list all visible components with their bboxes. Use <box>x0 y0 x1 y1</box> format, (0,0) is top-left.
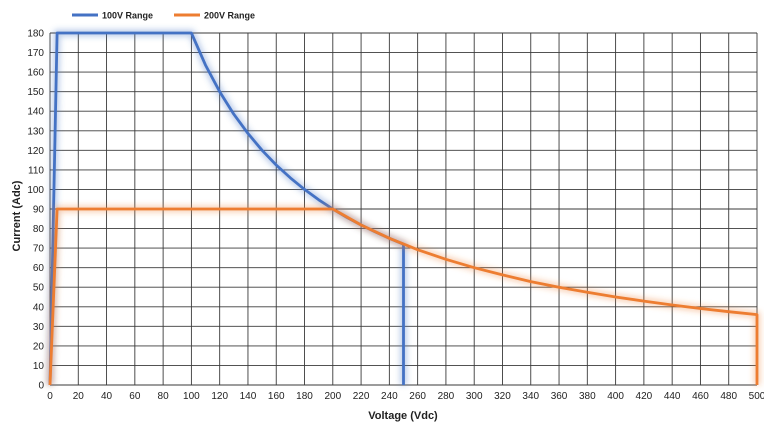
y-tick-label: 90 <box>33 205 45 216</box>
x-tick-label: 20 <box>73 391 85 402</box>
series-line-200v-range <box>48 207 759 386</box>
x-tick-label: 340 <box>522 391 539 402</box>
y-tick-label: 70 <box>33 244 45 255</box>
x-tick-label: 80 <box>158 391 170 402</box>
y-tick-label: 30 <box>33 322 45 333</box>
legend: 100V Range 200V Range <box>72 11 255 21</box>
x-tick-label: 60 <box>129 391 141 402</box>
x-tick-label: 420 <box>636 391 653 402</box>
x-tick-label: 180 <box>296 391 313 402</box>
y-tick-label: 10 <box>33 361 45 372</box>
y-tick-label: 60 <box>33 263 45 274</box>
x-tick-label: 500 <box>749 391 764 402</box>
x-tick-label: 0 <box>47 391 53 402</box>
x-tick-label: 480 <box>720 391 737 402</box>
x-tick-label: 260 <box>409 391 426 402</box>
y-axis-title: Current (Adc) <box>11 180 23 251</box>
x-tick-label: 360 <box>551 391 568 402</box>
y-tick-label: 110 <box>28 165 44 176</box>
y-tick-label: 20 <box>33 341 45 352</box>
y-tick-label: 170 <box>27 48 44 59</box>
y-tick-label: 0 <box>38 381 44 392</box>
y-tick-label: 140 <box>27 107 44 118</box>
x-axis-title: Voltage (Vdc) <box>368 410 438 422</box>
x-tick-label: 300 <box>466 391 483 402</box>
series-area <box>46 29 761 386</box>
x-tick-label: 460 <box>692 391 709 402</box>
tick-labels: 0 20 40 60 80 100 120 140 160 180 200 220 240 260 280 3… <box>27 29 764 403</box>
x-tick-label: 440 <box>664 391 681 402</box>
x-tick-label: 120 <box>211 391 228 402</box>
x-tick-label: 240 <box>381 391 398 402</box>
y-tick-label: 130 <box>27 126 44 137</box>
x-tick-label: 160 <box>268 391 285 402</box>
x-tick-label: 200 <box>324 391 341 402</box>
x-tick-label: 100 <box>183 391 200 402</box>
x-tick-label: 40 <box>101 391 113 402</box>
x-tick-label: 320 <box>494 391 511 402</box>
y-tick-label: 50 <box>33 283 45 294</box>
x-tick-label: 220 <box>353 391 370 402</box>
y-tick-label: 150 <box>27 87 44 98</box>
x-tick-label: 280 <box>438 391 455 402</box>
y-tick-label: 80 <box>33 224 45 235</box>
legend-label-200v-range: 200V Range <box>204 11 255 21</box>
x-tick-label: 380 <box>579 391 596 402</box>
x-tick-label: 400 <box>607 391 624 402</box>
y-tick-label: 180 <box>27 29 44 40</box>
y-tick-label: 120 <box>27 146 44 157</box>
x-tick-label: 140 <box>240 391 257 402</box>
y-tick-label: 100 <box>27 185 44 196</box>
y-tick-label: 40 <box>33 302 45 313</box>
y-tick-label: 160 <box>27 68 44 79</box>
legend-label-100v-range: 100V Range <box>102 11 153 21</box>
grid <box>49 32 758 386</box>
